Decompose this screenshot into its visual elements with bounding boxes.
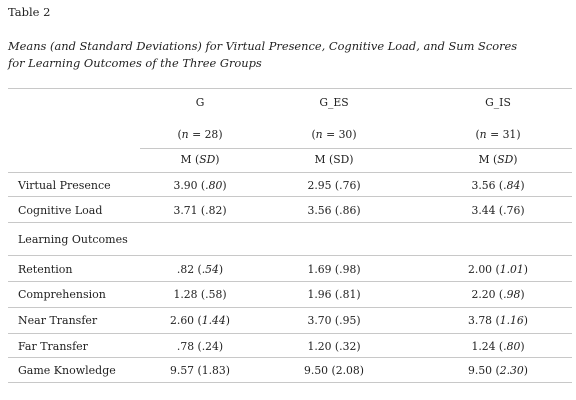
table-cell: 3.71 (.82) xyxy=(173,204,227,217)
row-divider xyxy=(8,281,572,282)
group-size-g: (n = 28) xyxy=(177,128,223,141)
table-cell: 1.24 (.80) xyxy=(471,340,525,353)
cell-mean: 3.78 xyxy=(468,314,493,327)
cell-sd: .58 xyxy=(205,288,223,301)
row-label: Virtual Presence xyxy=(18,179,111,192)
cell-sd: .95 xyxy=(339,314,357,327)
cell-sd: .80 xyxy=(503,340,521,353)
cell-sd: .76 xyxy=(339,179,357,192)
table-cell: 2.00 (1.01) xyxy=(468,263,528,276)
row-divider xyxy=(8,333,572,334)
group-size-g-is: (n = 31) xyxy=(475,128,521,141)
section-label: Learning Outcomes xyxy=(18,233,128,246)
row-label: Game Knowledge xyxy=(18,364,116,377)
stat-header-g: M (SD) xyxy=(180,153,220,166)
cell-sd: .86 xyxy=(339,204,357,217)
cell-sd: .81 xyxy=(339,288,357,301)
row-divider xyxy=(8,307,572,308)
cell-mean: 1.20 xyxy=(307,340,332,353)
cell-mean: 3.44 xyxy=(471,204,496,217)
cell-mean: 1.24 xyxy=(471,340,496,353)
group-size-g-es: (n = 30) xyxy=(311,128,357,141)
table-cell: 1.96 (.81) xyxy=(307,288,361,301)
cell-sd: .98 xyxy=(339,263,357,276)
cell-mean: 9.57 xyxy=(170,364,195,377)
table-cell: 1.28 (.58) xyxy=(173,288,227,301)
caption-line: for Learning Outcomes of the Three Group… xyxy=(8,56,262,70)
table-cell: 9.57 (1.83) xyxy=(170,364,230,377)
cell-sd: .80 xyxy=(205,179,223,192)
table-cell: .78 (.24) xyxy=(176,340,224,353)
cell-mean: 2.95 xyxy=(307,179,332,192)
cell-mean: 2.20 xyxy=(471,288,496,301)
row-label: Near Transfer xyxy=(18,314,98,327)
cell-mean: 1.28 xyxy=(173,288,198,301)
cell-mean: 1.69 xyxy=(307,263,332,276)
header-bottom-rule xyxy=(8,172,572,173)
table-cell: 2.95 (.76) xyxy=(307,179,361,192)
table-cell: 3.44 (.76) xyxy=(471,204,525,217)
table-cell: 2.20 (.98) xyxy=(471,288,525,301)
cell-mean: 3.56 xyxy=(307,204,332,217)
row-divider xyxy=(8,196,572,197)
row-label: Cognitive Load xyxy=(18,204,103,217)
cell-mean: .82 xyxy=(176,263,195,276)
cell-sd: .76 xyxy=(503,204,521,217)
cell-mean: 2.00 xyxy=(468,263,493,276)
cell-mean: 2.60 xyxy=(170,314,195,327)
table-cell: 3.70 (.95) xyxy=(307,314,361,327)
row-divider xyxy=(8,222,572,223)
cell-mean: 1.96 xyxy=(307,288,332,301)
table-bottom-rule xyxy=(8,382,572,383)
cell-sd: .98 xyxy=(503,288,521,301)
table-cell: 3.56 (.84) xyxy=(471,179,525,192)
cell-mean: 3.71 xyxy=(173,204,198,217)
cell-sd: .32 xyxy=(339,340,357,353)
table-label: Table 2 xyxy=(8,5,51,19)
cell-sd: 1.16 xyxy=(499,314,524,327)
cell-sd: .82 xyxy=(205,204,223,217)
stat-header-g-is: M (SD) xyxy=(478,153,518,166)
table-top-rule xyxy=(8,88,572,89)
column-header-g-es: G_ES xyxy=(319,96,349,109)
header-partial-rule xyxy=(140,148,572,149)
row-label: Retention xyxy=(18,263,73,276)
cell-sd: 1.83 xyxy=(201,364,226,377)
cell-mean: 3.70 xyxy=(307,314,332,327)
stat-header-g-es: M (SD) xyxy=(314,153,354,166)
table-cell: 1.20 (.32) xyxy=(307,340,361,353)
table-cell: 1.69 (.98) xyxy=(307,263,361,276)
cell-mean: .78 xyxy=(176,340,195,353)
table-cell: 3.90 (.80) xyxy=(173,179,227,192)
cell-sd: 2.08 xyxy=(335,364,360,377)
cell-sd: .24 xyxy=(201,340,219,353)
cell-sd: 1.44 xyxy=(201,314,226,327)
table-cell: .82 (.54) xyxy=(176,263,224,276)
table-caption: Means (and Standard Deviations) for Virt… xyxy=(8,38,568,72)
cell-sd: 1.01 xyxy=(499,263,524,276)
column-header-g: G xyxy=(195,96,205,109)
caption-line: Means (and Standard Deviations) for Virt… xyxy=(8,39,518,53)
cell-mean: 9.50 xyxy=(304,364,329,377)
cell-mean: 9.50 xyxy=(468,364,493,377)
table-cell: 3.78 (1.16) xyxy=(468,314,528,327)
row-divider xyxy=(8,255,572,256)
cell-mean: 3.90 xyxy=(173,179,198,192)
row-label: Comprehension xyxy=(18,288,106,301)
table-cell: 9.50 (2.08) xyxy=(304,364,364,377)
column-header-g-is: G_IS xyxy=(485,96,511,109)
row-label: Far Transfer xyxy=(18,340,88,353)
cell-sd: .84 xyxy=(503,179,521,192)
cell-mean: 3.56 xyxy=(471,179,496,192)
row-divider xyxy=(8,357,572,358)
table-cell: 2.60 (1.44) xyxy=(170,314,230,327)
table-cell: 3.56 (.86) xyxy=(307,204,361,217)
cell-sd: .54 xyxy=(201,263,219,276)
cell-sd: 2.30 xyxy=(499,364,524,377)
table-cell: 9.50 (2.30) xyxy=(468,364,528,377)
